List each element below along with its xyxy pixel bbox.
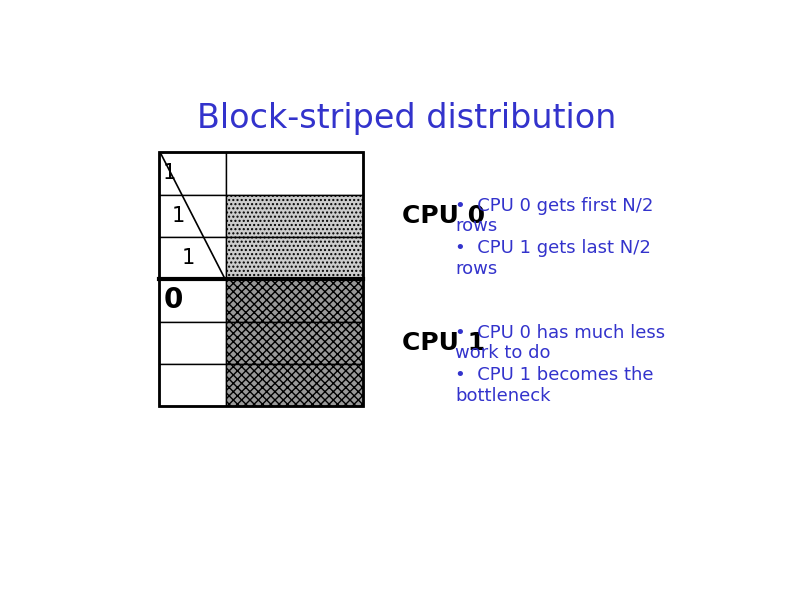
Bar (159, 279, 226, 322)
Bar (159, 322, 226, 364)
Text: CPU 1: CPU 1 (402, 331, 484, 355)
Bar (226, 195, 363, 237)
Text: Block-striped distribution: Block-striped distribution (197, 102, 617, 135)
Bar (226, 322, 363, 364)
Bar (159, 152, 363, 406)
Text: 1: 1 (172, 206, 185, 226)
Bar (159, 237, 226, 279)
Text: 1: 1 (181, 248, 195, 268)
Bar (226, 364, 363, 406)
Text: CPU 0: CPU 0 (402, 203, 484, 228)
Text: 1: 1 (163, 164, 176, 183)
Bar (159, 152, 226, 195)
Bar (159, 364, 226, 406)
Bar (159, 195, 226, 237)
Text: •  CPU 1 becomes the
bottleneck: • CPU 1 becomes the bottleneck (456, 366, 654, 405)
Text: •  CPU 1 gets last N/2
rows: • CPU 1 gets last N/2 rows (456, 239, 651, 278)
Bar (226, 279, 363, 322)
Bar (226, 152, 363, 195)
Text: •  CPU 0 gets first N/2
rows: • CPU 0 gets first N/2 rows (456, 196, 653, 236)
Bar (226, 237, 363, 279)
Text: •  CPU 0 has much less
work to do: • CPU 0 has much less work to do (456, 324, 665, 362)
Text: 0: 0 (164, 286, 183, 315)
